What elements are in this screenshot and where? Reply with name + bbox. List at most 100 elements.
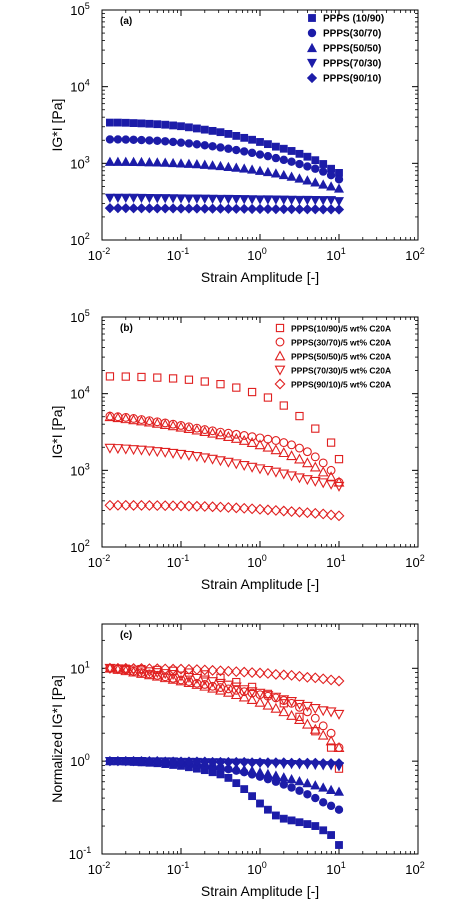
data-point bbox=[325, 509, 337, 521]
data-point bbox=[215, 429, 226, 440]
data-point bbox=[270, 467, 282, 478]
data-point bbox=[262, 699, 274, 710]
data-point bbox=[246, 503, 258, 515]
data-point bbox=[317, 729, 329, 740]
data-point bbox=[112, 499, 124, 511]
data-point bbox=[262, 691, 274, 702]
data-point bbox=[264, 140, 272, 149]
data-point bbox=[309, 723, 321, 734]
data-point bbox=[310, 196, 321, 206]
series-10 bbox=[104, 756, 345, 769]
data-point bbox=[153, 136, 162, 145]
data-point bbox=[326, 465, 336, 475]
data-point bbox=[311, 424, 320, 433]
data-point bbox=[128, 445, 139, 456]
data-point bbox=[167, 500, 179, 512]
x-tick-label: 10-2 bbox=[88, 860, 110, 877]
data-point bbox=[215, 501, 226, 513]
y-tick-label: 104 bbox=[70, 78, 89, 95]
data-point bbox=[317, 508, 329, 520]
data-point bbox=[192, 140, 202, 149]
data-point bbox=[246, 436, 258, 447]
data-point bbox=[286, 757, 297, 768]
data-point bbox=[254, 667, 266, 679]
x-tick-label: 101 bbox=[326, 553, 345, 570]
data-point bbox=[136, 203, 147, 214]
data-point bbox=[215, 194, 226, 205]
data-point bbox=[175, 500, 187, 512]
data-point bbox=[113, 135, 123, 144]
data-point bbox=[121, 135, 130, 144]
x-tick-label: 10-2 bbox=[88, 246, 110, 263]
data-point bbox=[144, 193, 155, 204]
data-point bbox=[168, 137, 178, 147]
series-2 bbox=[105, 135, 344, 184]
data-point bbox=[222, 686, 234, 697]
data-point bbox=[167, 663, 179, 675]
data-point bbox=[270, 668, 282, 680]
data-point bbox=[104, 443, 116, 454]
data-point bbox=[143, 500, 155, 511]
legend-marker bbox=[308, 14, 316, 22]
data-point bbox=[254, 503, 266, 515]
data-point bbox=[223, 756, 234, 768]
data-point bbox=[207, 194, 218, 204]
data-point bbox=[310, 757, 321, 768]
data-point bbox=[137, 119, 146, 128]
data-point bbox=[262, 203, 274, 215]
data-point bbox=[151, 417, 163, 428]
legend-label: PPPS(90/10) bbox=[323, 74, 381, 85]
data-point bbox=[112, 193, 123, 203]
data-point bbox=[247, 387, 257, 397]
data-point bbox=[143, 663, 155, 675]
chart-panel-a: 10-2 10-1 100 101 102 102 103 104 105 Strain Ampl… bbox=[49, 1, 425, 285]
data-point bbox=[199, 500, 211, 512]
data-point bbox=[120, 203, 131, 214]
data-point bbox=[325, 707, 337, 718]
data-point bbox=[175, 449, 187, 460]
y-tick-label: 103 bbox=[70, 154, 89, 171]
data-point bbox=[112, 156, 123, 166]
data-point bbox=[326, 801, 336, 811]
data-point bbox=[200, 141, 209, 150]
legend: PPPS(10/90)/5 wt% C20A PPPS(30/70)/5 wt% … bbox=[274, 324, 391, 390]
x-axis-title: Strain Amplitude [-] bbox=[201, 576, 319, 592]
data-point bbox=[183, 500, 195, 512]
data-point bbox=[105, 135, 115, 144]
data-point bbox=[310, 177, 321, 187]
data-point bbox=[254, 688, 266, 699]
y-axis-title: Normalized IG*I [Pa] bbox=[49, 675, 65, 803]
data-point bbox=[144, 203, 155, 214]
data-point bbox=[240, 147, 249, 156]
data-point bbox=[159, 669, 171, 680]
x-ticks bbox=[101, 317, 419, 547]
series-3 bbox=[104, 156, 345, 193]
data-point bbox=[270, 702, 282, 713]
data-point bbox=[224, 774, 233, 782]
data-point bbox=[254, 767, 266, 777]
data-point bbox=[325, 735, 337, 746]
data-point bbox=[318, 196, 329, 206]
data-point bbox=[239, 203, 250, 214]
data-point bbox=[270, 770, 281, 780]
y-tick-label: 100 bbox=[70, 752, 89, 769]
data-point bbox=[302, 195, 313, 206]
panel-label: (c) bbox=[120, 630, 132, 641]
data-point bbox=[207, 501, 219, 513]
data-point bbox=[143, 446, 155, 457]
data-point bbox=[309, 672, 321, 684]
data-point bbox=[207, 664, 219, 676]
data-point bbox=[167, 670, 179, 681]
data-point bbox=[175, 671, 187, 682]
y-axis-title: IG*I [Pa] bbox=[49, 406, 65, 459]
data-point bbox=[262, 166, 273, 177]
data-point bbox=[326, 196, 337, 206]
data-point bbox=[208, 126, 217, 135]
data-point bbox=[238, 666, 250, 678]
data-point bbox=[168, 374, 178, 383]
data-point bbox=[200, 125, 209, 134]
data-point bbox=[230, 689, 242, 700]
data-point bbox=[136, 499, 147, 511]
data-point bbox=[319, 167, 328, 176]
